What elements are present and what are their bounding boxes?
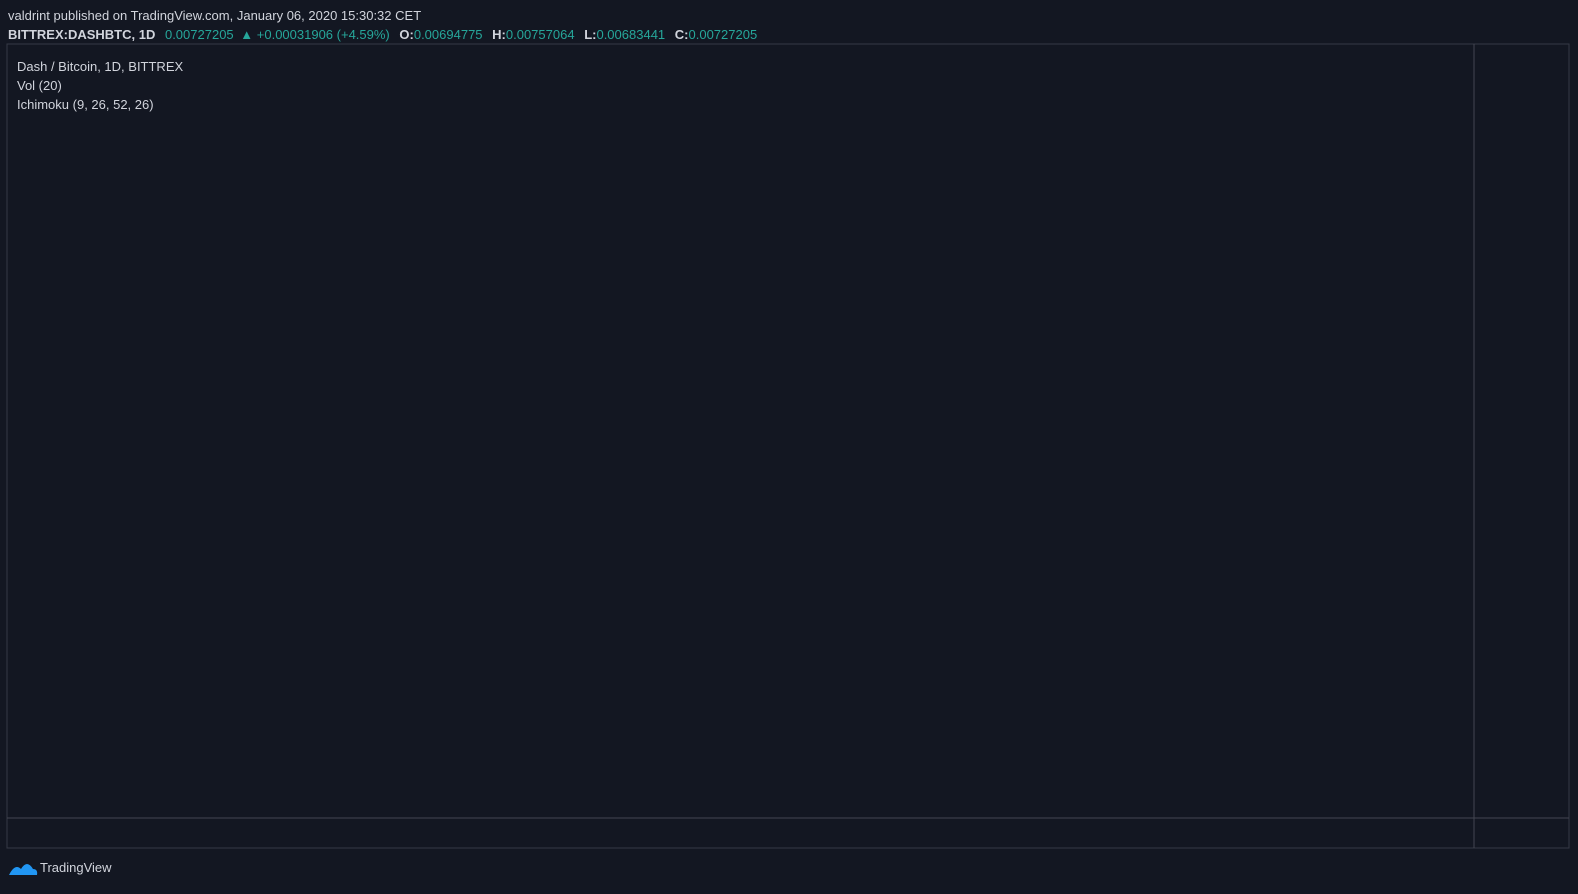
published: valdrint published on TradingView.com, J…	[8, 8, 422, 23]
symbol: BITTREX:DASHBTC, 1D	[8, 27, 156, 42]
quote-line: BITTREX:DASHBTC, 1D 0.00727205 ▲ +0.0003…	[8, 25, 757, 44]
h-label: H:	[492, 27, 506, 42]
legend-indicator: Ichimoku (9, 26, 52, 26)	[17, 97, 154, 112]
footer-logo	[9, 864, 38, 875]
l-label: L:	[584, 27, 597, 42]
header: valdrint published on TradingView.com, J…	[8, 6, 757, 44]
change: ▲ +0.00031906 (+4.59%)	[240, 27, 390, 42]
c-value: 0.00727205	[688, 27, 758, 42]
o-label: O:	[399, 27, 414, 42]
o-value: 0.00694775	[413, 27, 483, 42]
last-price: 0.00727205	[164, 27, 234, 42]
h-value: 0.00757064	[505, 27, 575, 42]
footer-brand: TradingView	[40, 860, 112, 875]
chart-frame	[6, 43, 1570, 849]
logo-icon	[9, 864, 38, 875]
l-value: 0.00683441	[596, 27, 666, 42]
c-label: C:	[674, 27, 689, 42]
legend-indicator: Vol (20)	[17, 78, 62, 93]
publish-line: valdrint published on TradingView.com, J…	[8, 6, 757, 25]
legend-title: Dash / Bitcoin, 1D, BITTREX	[17, 59, 183, 74]
